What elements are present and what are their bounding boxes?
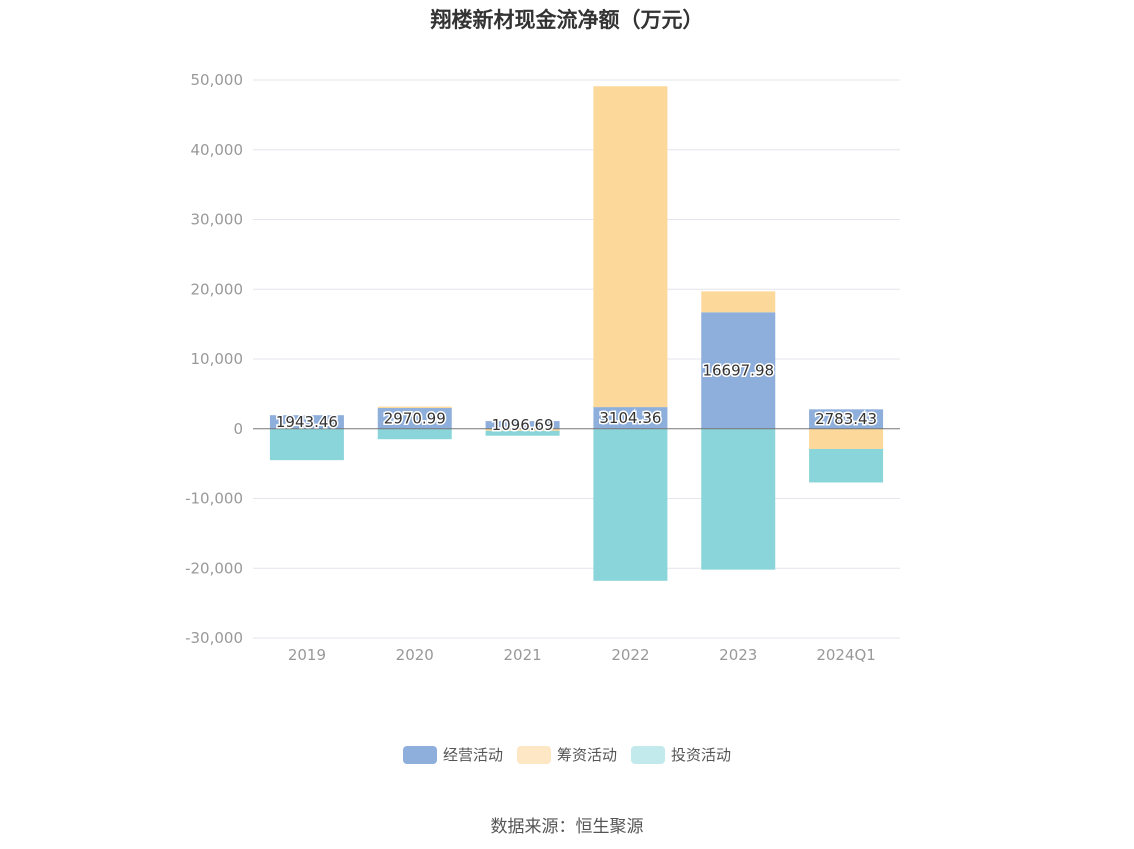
legend-label: 经营活动 [442,746,503,764]
data-label: 3104.36 [599,409,661,427]
bars [269,86,884,581]
x-tick-label: 2021 [503,646,541,664]
legend-item-operating[interactable]: 经营活动 [402,744,503,765]
grid-lines [253,79,900,639]
data-label: 1096.69 [492,416,554,434]
legend-swatch [402,745,437,764]
bar-segment [809,428,884,449]
bar-segment [269,415,344,429]
bar-segment [701,291,776,313]
x-tick-label: 2023 [719,646,757,664]
y-tick-label: -20,000 [185,559,243,577]
bar-segment [809,409,884,429]
bar-segment [269,428,344,461]
bar-segment [377,428,452,440]
data-label: 2970.99 [384,409,446,427]
data-label: 2783.43 [815,410,877,428]
source-note: 数据来源：恒生聚源 [490,817,644,837]
legend-item-investing[interactable]: 投资活动 [631,744,731,765]
legend-item-financing[interactable]: 筹资活动 [516,744,617,765]
bar-segment [485,430,560,436]
bar-segment [485,421,560,429]
y-tick-label: 30,000 [191,211,244,229]
x-tick-label: 2019 [288,646,326,664]
y-tick-label: 50,000 [191,71,244,89]
y-tick-label: 20,000 [191,280,244,298]
data-labels: 1943.46 2970.99 1096.69 3104.36 16697.98 2783… [274,360,878,435]
bar-segment [701,428,776,570]
bar-segment [377,406,452,409]
y-tick-label: -10,000 [185,490,243,508]
legend-swatch [516,745,551,764]
y-tick-label: -30,000 [185,629,243,647]
legend-label: 筹资活动 [556,746,617,764]
legend: 经营活动 筹资活动 投资活动 [0,744,1134,765]
bar-segment [809,448,884,483]
chart-title: 翔楼新材现金流净额（万元） [430,8,704,32]
legend-label: 投资活动 [671,746,732,764]
data-label: 16697.98 [702,362,774,380]
bar-segment [593,428,668,581]
legend-swatch [631,745,665,764]
x-tick-label: 2024Q1 [816,646,876,664]
y-tick-label: 40,000 [191,141,244,159]
y-tick-label: 0 [233,420,243,438]
data-label: 1943.46 [276,413,338,431]
bar-segment [701,312,776,429]
y-axis-labels: -30,000 -20,000 -10,000 0 10,000 20,000 30,000… [185,71,243,647]
bar-segment [377,408,452,429]
bar-segment [593,86,668,408]
x-tick-label: 2020 [396,646,434,664]
x-axis-labels: 2019 2020 2021 2022 2023 2024Q1 [288,646,876,664]
x-tick-label: 2022 [611,646,649,664]
bar-segment [593,407,668,429]
bar-segment [485,428,560,431]
y-tick-label: 10,000 [191,350,244,368]
